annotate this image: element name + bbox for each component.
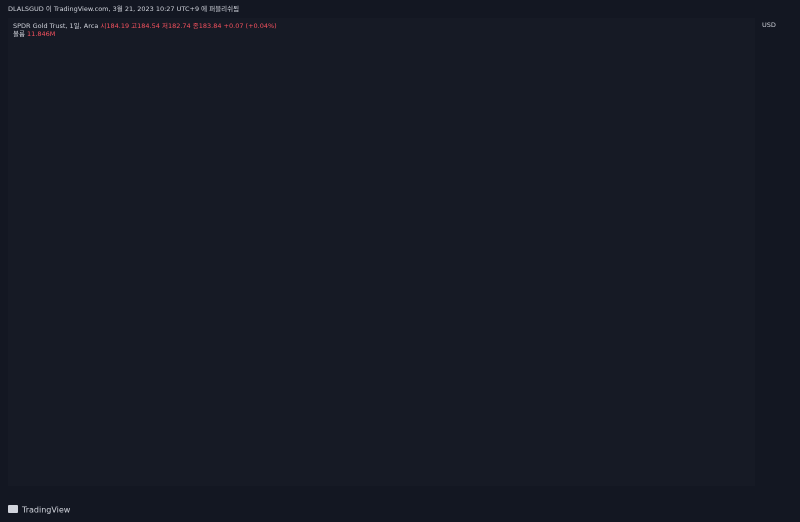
legend-title: SPDR Gold Trust, 1일, Arca 시184.19 고184.5…	[13, 21, 277, 30]
legend-value: 11.846M	[27, 30, 55, 38]
footer-logo: TradingView	[21, 506, 71, 515]
legend-volume: 볼륨 11.846M	[13, 29, 55, 38]
pane	[8, 18, 755, 486]
footer-bar	[0, 498, 800, 522]
legend-name: 볼륨	[13, 29, 25, 38]
chart-title: SPDR Gold Trust, 1일, Arca	[13, 21, 98, 30]
axis-unit: USD	[762, 21, 776, 29]
logo-icon	[8, 505, 18, 513]
ohlc: 시184.19 고184.54 저182.74 종183.84 +0.07 (+…	[100, 21, 276, 30]
header: DLALSGUD 이 TradingView.com, 3월 21, 2023 …	[8, 4, 239, 13]
